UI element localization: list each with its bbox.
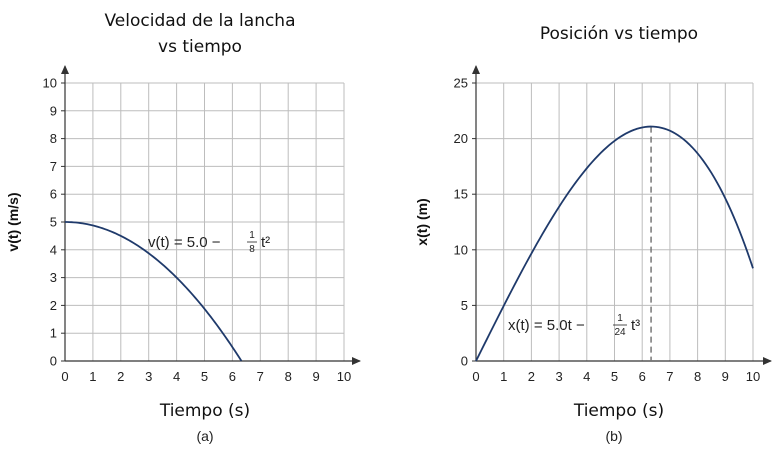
position-equation-rhs: t³ [631,317,640,334]
y-tick-label-2: 2 [50,298,57,313]
y-tick-label-1: 1 [50,326,57,341]
x-tick-label-8: 8 [694,369,701,384]
x-axis-arrow [352,357,361,365]
x-tick-label-6: 6 [229,369,236,384]
x-tick-label-7: 7 [257,369,264,384]
y-tick-label-8: 8 [50,131,57,146]
x-tick-label-10: 10 [337,369,351,384]
ticks-b: 0 1 2 3 4 5 6 7 8 9 10 0 5 10 15 20 25 [454,76,761,385]
x-tick-label-3: 3 [555,369,562,384]
chart-b-title: Posición vs tiempo [540,24,698,44]
x-tick-label-7: 7 [666,369,673,384]
velocity-equation-lhs: v(t) = 5.0 − [148,234,221,251]
chart-a-ylabel: v(t) (m/s) [5,192,21,251]
x-tick-label-2: 2 [528,369,535,384]
x-tick-label-5: 5 [201,369,208,384]
x-tick-label-2: 2 [117,369,124,384]
chart-a-title-line-1: Velocidad de la lancha [104,11,295,31]
y-tick-label-0: 0 [50,354,57,369]
y-tick-label-5: 5 [50,215,57,230]
y-tick-label-5: 5 [461,298,468,313]
chart-b-sublabel: (b) [605,428,622,444]
y-tick-label-10: 10 [43,76,57,91]
ticks-a: 0 1 2 3 4 5 6 7 8 9 10 0 1 2 3 4 5 6 7 8 9 10 [43,76,352,385]
y-tick-label-7: 7 [50,159,57,174]
x-axis-arrow [763,357,772,365]
position-equation-lhs: x(t) = 5.0t − [508,317,585,334]
position-equation: x(t) = 5.0t − 1 24 t³ [508,313,640,338]
x-tick-label-1: 1 [500,369,507,384]
chart-b-ylabel: x(t) (m) [414,198,430,245]
position-equation-numerator: 1 [617,313,623,324]
velocity-curve [64,221,243,362]
velocity-equation-denominator: 8 [249,244,255,255]
y-tick-label-3: 3 [50,270,57,285]
x-tick-label-3: 3 [145,369,152,384]
y-tick-label-4: 4 [50,242,57,257]
chart-a-sublabel: (a) [196,428,213,444]
chart-b-xlabel: Tiempo (s) [573,401,664,421]
chart-a-xlabel: Tiempo (s) [159,401,250,421]
velocity-equation-rhs: t² [261,234,270,251]
velocity-equation: v(t) = 5.0 − 1 8 t² [148,230,270,255]
x-tick-label-0: 0 [61,369,68,384]
y-tick-label-25: 25 [454,76,468,91]
y-tick-label-9: 9 [50,103,57,118]
y-axis-arrow [472,65,480,74]
y-tick-label-10: 10 [454,242,468,257]
x-tick-label-0: 0 [472,369,479,384]
y-tick-label-6: 6 [50,187,57,202]
axes-b [472,65,772,365]
x-tick-label-10: 10 [746,369,760,384]
x-tick-label-8: 8 [285,369,292,384]
x-tick-label-9: 9 [722,369,729,384]
y-tick-label-0: 0 [461,354,468,369]
position-curve [475,125,754,362]
x-tick-label-9: 9 [312,369,319,384]
grid-a [65,82,345,361]
x-tick-label-6: 6 [639,369,646,384]
y-tick-label-15: 15 [454,187,468,202]
y-axis-arrow [61,65,69,74]
x-tick-label-4: 4 [583,369,590,384]
chart-position: 0 1 2 3 4 5 6 7 8 9 10 0 5 10 15 20 25 Posición vs tiemp… [414,24,772,444]
axes-a [61,65,361,365]
position-equation-denominator: 24 [614,327,626,338]
x-tick-label-1: 1 [89,369,96,384]
x-tick-label-4: 4 [173,369,180,384]
grid-b [476,82,754,361]
y-tick-label-20: 20 [454,131,468,146]
velocity-equation-numerator: 1 [249,230,255,241]
x-tick-label-5: 5 [611,369,618,384]
chart-velocity: 0 1 2 3 4 5 6 7 8 9 10 0 1 2 3 4 5 6 7 8 9 10 Velocidad de la… [5,11,361,444]
chart-a-title-line-2: vs tiempo [158,37,242,57]
